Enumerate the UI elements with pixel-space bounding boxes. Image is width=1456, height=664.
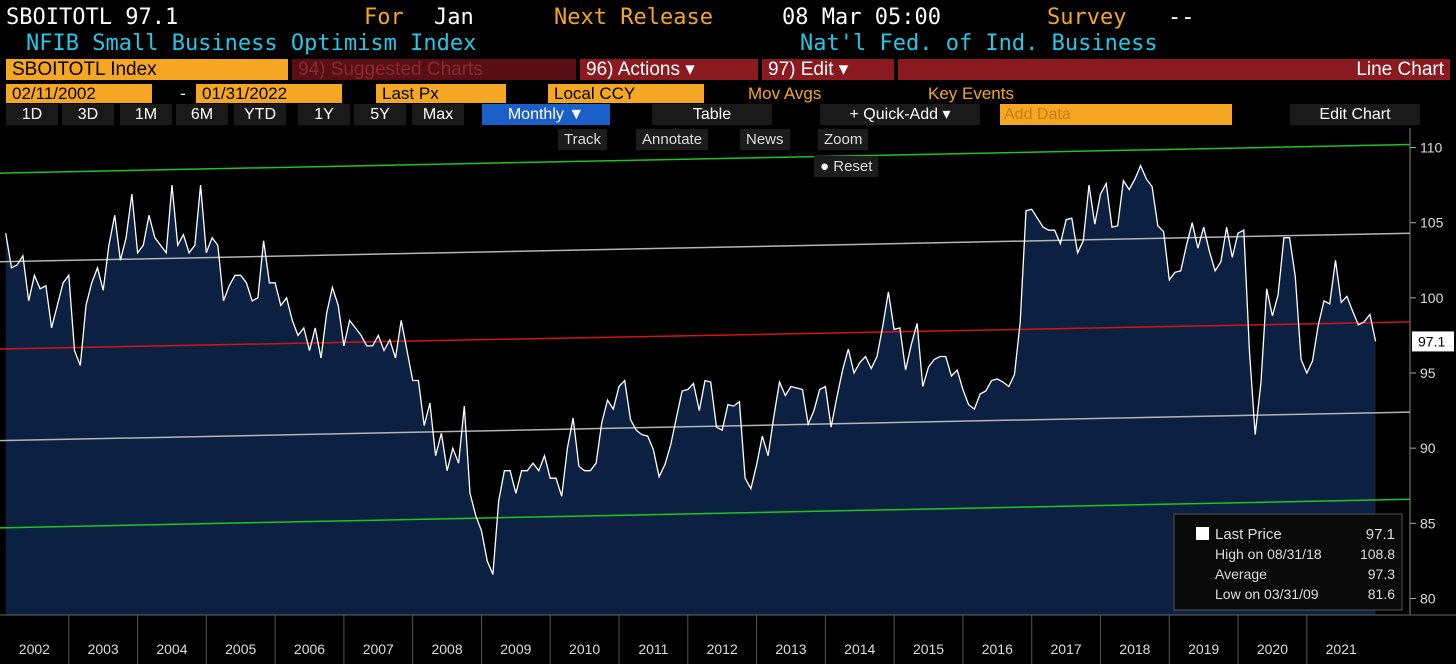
chart-type: Line Chart: [898, 59, 1450, 80]
x-tick-label: 2019: [1188, 641, 1219, 657]
chart-tool[interactable]: Zoom: [818, 129, 869, 150]
chart-tool[interactable]: News: [740, 129, 790, 150]
range-tab[interactable]: 1M: [120, 104, 172, 125]
x-tick-label: 2002: [19, 641, 50, 657]
range-tab[interactable]: 5Y: [354, 104, 406, 125]
price-line: [5, 163, 1377, 575]
legend-value: 108.8: [1360, 546, 1395, 562]
key-events[interactable]: Key Events: [928, 84, 1014, 103]
chart-tool[interactable]: Annotate: [636, 129, 709, 150]
legend-label: Low on 03/31/09: [1215, 586, 1319, 602]
add-data[interactable]: Add Data: [1000, 104, 1232, 125]
trend-line: [0, 321, 1411, 350]
range-tab[interactable]: YTD: [234, 104, 286, 125]
for-value: Jan: [434, 5, 474, 30]
x-tick-label: 2018: [1119, 641, 1150, 657]
release-value: 08 Mar 05:00: [782, 5, 941, 30]
range-tab[interactable]: 6M: [176, 104, 228, 125]
x-tick-label: 2021: [1326, 641, 1357, 657]
index-name: NFIB Small Business Optimism Index: [26, 31, 477, 56]
edit-menu[interactable]: 97) Edit ▾: [762, 59, 894, 80]
x-tick-label: 2004: [156, 641, 187, 657]
x-tick-label: 2016: [982, 641, 1013, 657]
last-price-tag-label: 97.1: [1418, 333, 1445, 349]
period-select[interactable]: Monthly ▼: [482, 104, 610, 125]
area: [5, 165, 1376, 615]
x-tick-label: 2005: [225, 641, 256, 657]
x-tick-label: 2012: [707, 641, 738, 657]
release-label: Next Release: [554, 5, 713, 30]
legend-label: Last Price: [1215, 526, 1282, 543]
range-tab[interactable]: 1D: [6, 104, 58, 125]
x-tick-label: 2020: [1257, 641, 1288, 657]
chart-tool[interactable]: Track: [558, 129, 607, 150]
x-tick-label: 2013: [775, 641, 806, 657]
trend-line: [0, 143, 1411, 174]
legend-value: 81.6: [1368, 586, 1395, 602]
field-select[interactable]: Last Px: [376, 84, 506, 103]
trend-line: [0, 498, 1411, 529]
mov-avgs[interactable]: Mov Avgs: [748, 84, 822, 103]
currency-select[interactable]: Local CCY: [548, 84, 704, 103]
security-field[interactable]: SBOITOTL Index: [6, 59, 288, 80]
y-tick-label: 95: [1420, 365, 1436, 381]
edit-chart[interactable]: Edit Chart: [1290, 104, 1420, 125]
x-tick-label: 2017: [1051, 641, 1082, 657]
index-source: Nat'l Fed. of Ind. Business: [800, 31, 1158, 56]
range-tab[interactable]: 1Y: [298, 104, 350, 125]
range-tab[interactable]: Max: [412, 104, 464, 125]
for-label: For: [364, 5, 404, 30]
trend-line: [0, 232, 1411, 263]
y-tick-label: 90: [1420, 440, 1436, 456]
date-separator: -: [180, 84, 186, 103]
x-tick-label: 2008: [431, 641, 462, 657]
legend-swatch: [1196, 527, 1209, 540]
x-tick-label: 2003: [88, 641, 119, 657]
y-tick-label: 85: [1420, 515, 1436, 531]
actions-menu[interactable]: 96) Actions ▾: [580, 59, 758, 80]
ticker: SBOITOTL 97.1: [6, 5, 179, 30]
legend-box: [1173, 513, 1403, 611]
y-tick-label: 110: [1420, 140, 1443, 156]
reset-label: Reset: [833, 158, 873, 175]
x-tick-label: 2009: [500, 641, 531, 657]
y-tick-label: 80: [1420, 590, 1436, 606]
legend-label: High on 08/31/18: [1215, 546, 1322, 562]
suggested-charts[interactable]: 94) Suggested Charts: [292, 59, 576, 80]
x-tick-label: 2015: [913, 641, 944, 657]
legend-value: 97.1: [1366, 526, 1395, 543]
last-price-tag: [1412, 331, 1454, 352]
legend-value: 97.3: [1368, 566, 1395, 582]
survey-label: Survey: [1047, 5, 1127, 30]
table-tab[interactable]: Table: [652, 104, 772, 125]
survey-value: --: [1168, 5, 1195, 30]
x-tick-label: 2014: [844, 641, 875, 657]
x-tick-label: 2010: [569, 641, 600, 657]
reset-button[interactable]: ● Reset: [814, 156, 879, 177]
x-tick-label: 2007: [363, 641, 394, 657]
y-tick-label: 100: [1420, 290, 1444, 306]
end-date[interactable]: 01/31/2022: [196, 84, 342, 103]
range-tab[interactable]: 3D: [62, 104, 114, 125]
quick-add[interactable]: + Quick-Add ▾: [820, 104, 980, 125]
y-tick-label: 105: [1420, 215, 1444, 231]
x-tick-label: 2006: [294, 641, 325, 657]
start-date[interactable]: 02/11/2002: [6, 84, 152, 103]
trend-line: [0, 411, 1411, 442]
x-tick-label: 2011: [638, 641, 668, 657]
legend-label: Average: [1215, 566, 1267, 582]
